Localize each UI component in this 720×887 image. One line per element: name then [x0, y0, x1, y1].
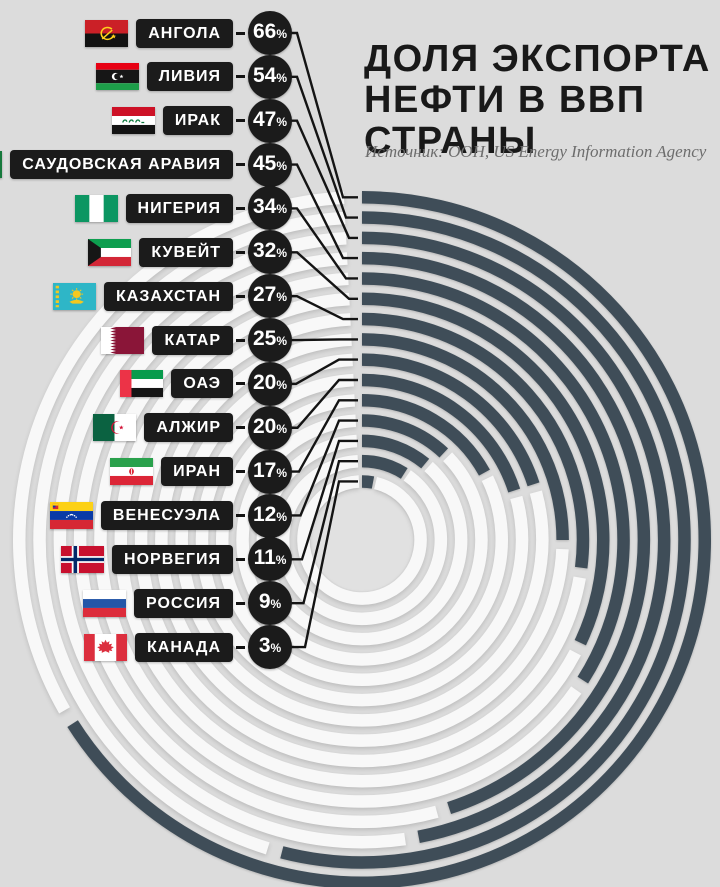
title-line: НЕФТИ В ВВП: [364, 79, 646, 122]
connector-line: [290, 207, 358, 280]
connector-lines-group: [290, 31, 358, 649]
source-caption: Источник: ООН, US Energy Information Age…: [365, 142, 707, 161]
ring-arc-filled: [361, 312, 590, 569]
ring-arc-filled: [361, 373, 521, 493]
connector-line: [290, 251, 358, 300]
filled-arcs-group: [67, 191, 711, 887]
connector-line: [290, 399, 358, 473]
connector-line: [290, 358, 358, 386]
connector-line: [290, 419, 358, 517]
connector-line: [290, 480, 358, 649]
ring-arc-filled: [361, 454, 408, 479]
connector-line: [290, 460, 358, 605]
connector-line: [290, 75, 358, 219]
connector-line: [290, 119, 358, 240]
connector-line: [290, 378, 358, 429]
ring-arc-filled: [361, 475, 375, 489]
ring-arc-filled: [361, 251, 651, 815]
ring-arc-filled: [280, 211, 691, 869]
connector-line: [290, 163, 358, 260]
connector-line: [290, 338, 358, 342]
ring-arc-filled: [361, 292, 610, 646]
connector-line: [290, 439, 358, 561]
ring-arc-filled: [361, 434, 430, 469]
ring-arc-remainder: [297, 475, 427, 605]
page-title: ДОЛЯ ЭКСПОРТА НЕФТИ В ВВП СТРАНЫ: [364, 39, 711, 162]
ring-arc-remainder: [195, 373, 529, 707]
title-line: СТРАНЫ: [364, 120, 537, 163]
ring-arc-filled: [361, 394, 490, 476]
connector-line: [290, 294, 358, 321]
ring-arc-remainder: [114, 292, 581, 788]
ring-arc-filled: [361, 414, 449, 458]
ring-arc-remainder: [13, 191, 345, 714]
ring-arc-filled: [361, 353, 540, 487]
ring-arc-remainder: [276, 455, 448, 626]
ring-arc-filled: [361, 231, 671, 843]
ring-arc-filled: [67, 191, 711, 887]
ring-arc-filled: [361, 272, 630, 684]
connector-line: [290, 31, 358, 199]
chart-hub-disc: [311, 489, 413, 591]
ring-arc-filled: [361, 333, 569, 541]
title-line: ДОЛЯ ЭКСПОРТА: [364, 38, 711, 81]
